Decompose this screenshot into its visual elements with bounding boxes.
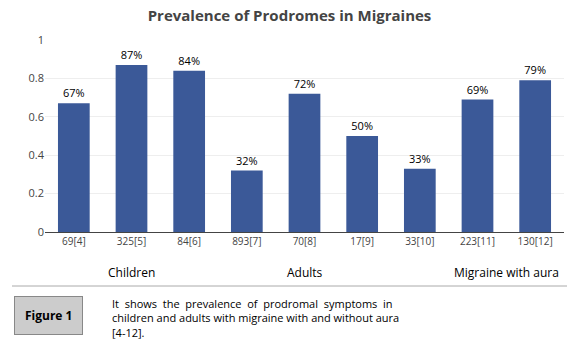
svg-text:325[5]: 325[5] — [117, 234, 146, 248]
svg-text:0.6: 0.6 — [29, 109, 44, 124]
svg-text:79%: 79% — [524, 62, 546, 77]
svg-text:50%: 50% — [351, 118, 373, 133]
svg-text:0.4: 0.4 — [29, 147, 45, 162]
svg-text:223[11]: 223[11] — [460, 234, 495, 248]
svg-text:67%: 67% — [63, 85, 85, 100]
svg-text:84%: 84% — [178, 53, 200, 68]
svg-text:Migraine with aura: Migraine with aura — [454, 264, 559, 281]
svg-text:70[8]: 70[8] — [293, 234, 317, 248]
svg-text:Figure 1: Figure 1 — [25, 307, 72, 324]
svg-text:1: 1 — [38, 32, 44, 47]
svg-text:69[4]: 69[4] — [62, 234, 86, 248]
svg-text:Adults: Adults — [287, 264, 323, 281]
svg-text:130[12]: 130[12] — [518, 234, 553, 248]
svg-text:72%: 72% — [294, 76, 316, 91]
svg-text:Prevalence of Prodromes in Mig: Prevalence of Prodromes in Migraines — [148, 5, 432, 25]
svg-text:Children: Children — [108, 264, 155, 281]
svg-text:33%: 33% — [409, 151, 431, 166]
svg-text:84[6]: 84[6] — [177, 234, 201, 248]
svg-text:32%: 32% — [236, 153, 258, 168]
svg-text:0: 0 — [38, 224, 44, 239]
svg-text:It shows the prevalence of: It shows the prevalence of prodromal sym… — [112, 296, 399, 340]
svg-text:893[7]: 893[7] — [232, 234, 261, 248]
svg-text:69%: 69% — [467, 82, 489, 97]
svg-text:0.8: 0.8 — [29, 70, 44, 85]
svg-text:0.2: 0.2 — [29, 185, 44, 200]
svg-text:87%: 87% — [121, 47, 143, 62]
svg-text:33[10]: 33[10] — [405, 234, 434, 248]
svg-text:17[9]: 17[9] — [350, 234, 374, 248]
